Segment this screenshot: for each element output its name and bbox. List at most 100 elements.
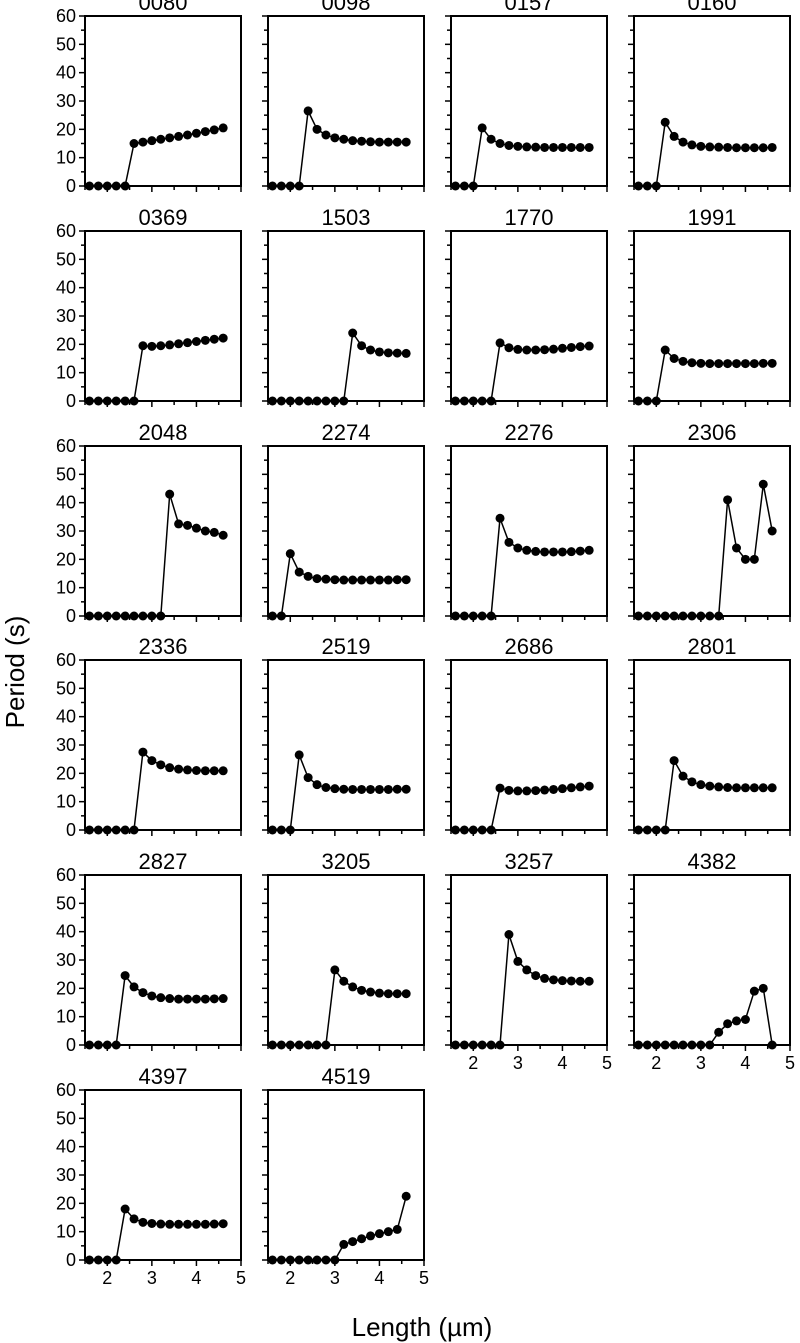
- data-point: [312, 396, 322, 406]
- data-point: [165, 1219, 175, 1229]
- data-point: [566, 142, 576, 152]
- panel-title: 2274: [322, 420, 371, 445]
- x-tick-label: 5: [602, 1053, 612, 1073]
- data-point: [209, 125, 219, 135]
- panel-2048: 2048 0 10 20 30 40 50 60: [56, 420, 242, 626]
- data-point: [633, 181, 643, 191]
- data-point: [557, 343, 567, 353]
- data-point: [723, 495, 733, 505]
- data-point: [339, 784, 349, 794]
- data-point: [218, 994, 228, 1004]
- data-point: [758, 983, 768, 993]
- data-point: [200, 526, 210, 536]
- data-point: [732, 783, 742, 793]
- data-point: [191, 128, 201, 138]
- data-point: [584, 142, 594, 152]
- panel-frame: [633, 874, 791, 1046]
- data-point: [147, 136, 157, 146]
- panel-frame: [267, 230, 425, 402]
- panel-title: 1991: [688, 205, 737, 230]
- data-point: [705, 1040, 715, 1050]
- panel-2306: 2306: [628, 420, 791, 622]
- data-point: [740, 143, 750, 153]
- data-point: [303, 1255, 313, 1265]
- data-point: [459, 611, 469, 621]
- data-point: [383, 575, 393, 585]
- data-point: [486, 1040, 496, 1050]
- panel-frame: [267, 445, 425, 617]
- data-point: [740, 359, 750, 369]
- data-point: [767, 783, 777, 793]
- panel-frame: [450, 15, 608, 187]
- data-point: [209, 334, 219, 344]
- data-point: [549, 142, 559, 152]
- data-point: [147, 341, 157, 351]
- data-point: [374, 784, 384, 794]
- data-point: [660, 611, 670, 621]
- x-tick-label: 3: [513, 1053, 523, 1073]
- y-tick-label: 60: [56, 221, 76, 241]
- data-point: [312, 124, 322, 134]
- data-point: [714, 782, 724, 792]
- data-point: [102, 611, 112, 621]
- data-point: [102, 1255, 112, 1265]
- data-point: [732, 359, 742, 369]
- data-point: [575, 546, 585, 556]
- data-point: [84, 181, 94, 191]
- data-point: [200, 994, 210, 1004]
- series-line: [89, 1207, 224, 1261]
- data-point: [357, 341, 367, 351]
- data-point: [366, 345, 376, 355]
- panel-4382: 4382 2 3 4 5: [628, 849, 795, 1073]
- data-point: [687, 611, 697, 621]
- y-tick-label: 20: [56, 119, 76, 139]
- data-point: [459, 825, 469, 835]
- series-line: [272, 108, 407, 187]
- y-tick-label: 40: [56, 278, 76, 298]
- series-line: [89, 973, 224, 1046]
- panel-0098: 0098: [262, 0, 425, 192]
- data-point: [111, 825, 121, 835]
- data-point: [285, 549, 295, 559]
- y-tick-label: 40: [56, 63, 76, 83]
- data-point: [513, 141, 523, 151]
- x-tick-label: 2: [651, 1053, 661, 1073]
- data-point: [312, 1255, 322, 1265]
- data-point: [138, 137, 148, 147]
- data-point: [522, 142, 532, 152]
- data-point: [687, 358, 697, 368]
- panel-frame: [450, 659, 608, 831]
- data-point: [714, 359, 724, 369]
- x-tick-label: 3: [330, 1268, 340, 1288]
- data-point: [678, 611, 688, 621]
- data-point: [642, 611, 652, 621]
- x-tick-label: 2: [285, 1268, 295, 1288]
- data-point: [183, 994, 193, 1004]
- data-point: [339, 396, 349, 406]
- panel-title: 4519: [322, 1064, 371, 1089]
- y-tick-label: 20: [56, 1193, 76, 1213]
- data-point: [294, 1040, 304, 1050]
- data-point: [374, 575, 384, 585]
- data-point: [312, 780, 322, 790]
- panel-title: 1503: [322, 205, 371, 230]
- data-point: [267, 825, 277, 835]
- data-point: [138, 611, 148, 621]
- series-line: [89, 127, 224, 187]
- data-point: [285, 181, 295, 191]
- data-point: [513, 956, 523, 966]
- data-point: [477, 611, 487, 621]
- data-point: [696, 780, 706, 790]
- data-point: [348, 784, 358, 794]
- data-point: [120, 825, 130, 835]
- data-point: [660, 345, 670, 355]
- panel-frame: [267, 659, 425, 831]
- data-point: [102, 825, 112, 835]
- data-point: [392, 348, 402, 358]
- data-point: [767, 142, 777, 152]
- data-point: [633, 1040, 643, 1050]
- x-axis-label: Length (µm): [352, 1312, 493, 1342]
- panel-0080: 0080 0 10 20 30 40 50 60: [56, 0, 242, 196]
- data-point: [468, 396, 478, 406]
- panel-title: 2048: [139, 420, 188, 445]
